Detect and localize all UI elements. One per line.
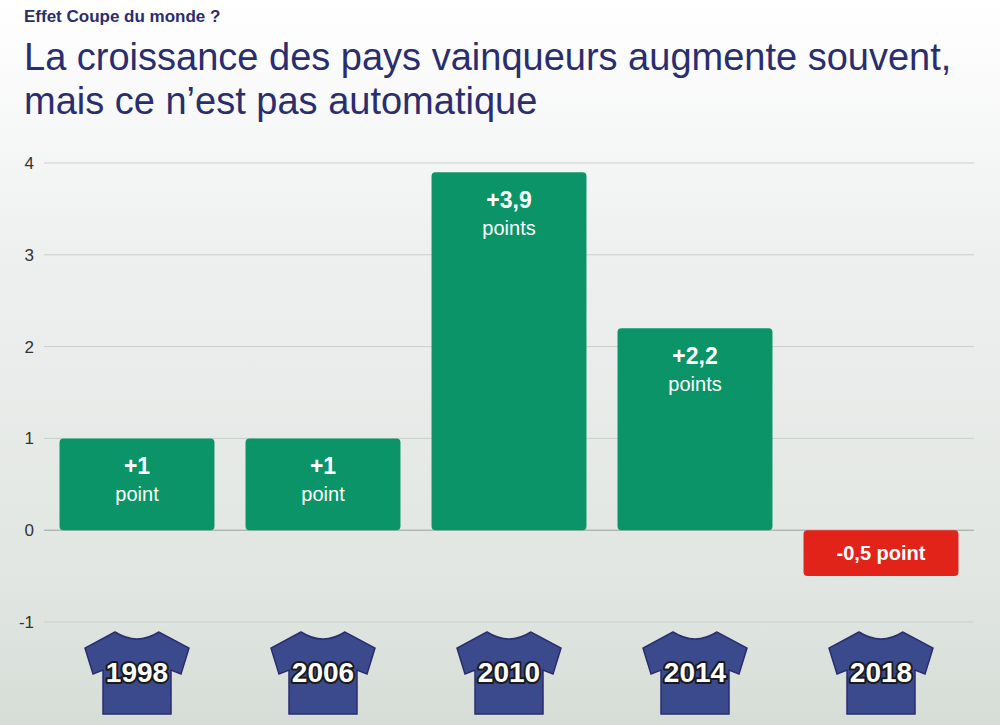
data-label: -0,5 point (837, 542, 926, 564)
tick-label: -1 (19, 613, 34, 632)
tick-label: 3 (25, 246, 34, 265)
grid-line (44, 622, 974, 623)
data-label: +1point (301, 453, 345, 505)
data-label: +1point (115, 453, 159, 505)
title: La croissance des pays vainqueurs augmen… (24, 36, 951, 122)
jersey (85, 632, 189, 714)
bar (246, 438, 401, 530)
subtitle: Effet Coupe du monde ? (24, 7, 220, 26)
tick-label: 2 (25, 338, 34, 357)
category-label: 2018 (850, 657, 912, 688)
tick-label: 4 (25, 154, 34, 173)
category-label: 2010 (478, 657, 540, 688)
jersey (457, 632, 561, 714)
tick-label: 1 (25, 429, 34, 448)
grid-line (44, 163, 974, 164)
data-label: +3,9points (482, 187, 535, 239)
bar (618, 328, 773, 530)
data-labels: +1point +1point +3,9points +2,2points -0,5 p… (115, 187, 925, 564)
bars (60, 172, 959, 576)
jersey (829, 632, 933, 714)
background (0, 0, 1000, 725)
tick-label: 0 (25, 521, 34, 540)
bar (804, 530, 959, 576)
bar (432, 172, 587, 530)
category-label: 2014 (664, 657, 727, 688)
category-label: 1998 (106, 657, 168, 688)
bar (60, 438, 215, 530)
jersey (271, 632, 375, 714)
jersey (643, 632, 747, 714)
chart: Effet Coupe du monde ? La croissance des … (0, 0, 1000, 725)
category-label: 2006 (292, 657, 354, 688)
data-label: +2,2points (668, 343, 721, 395)
